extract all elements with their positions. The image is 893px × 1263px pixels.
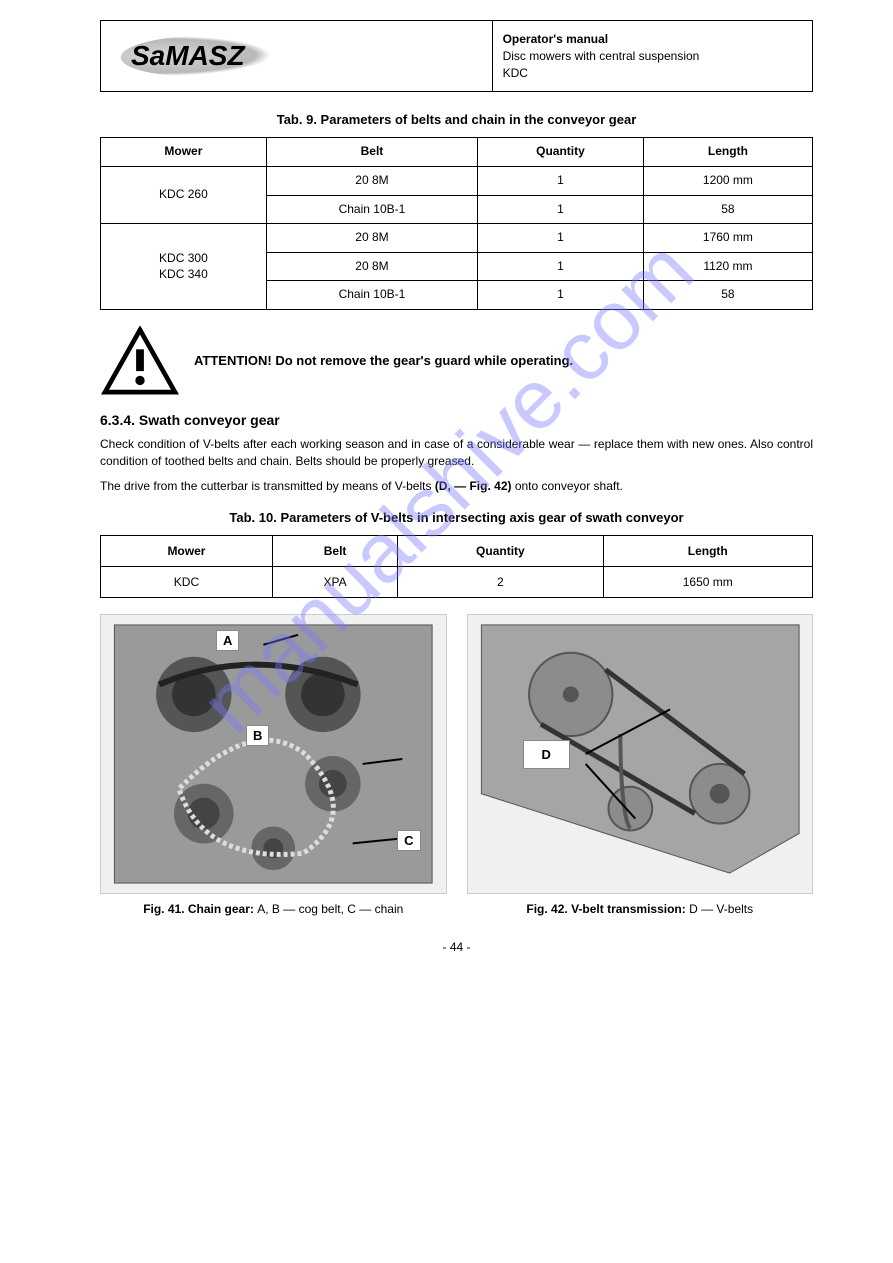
cell-len: 1760 mm	[643, 224, 812, 253]
col-len: Length	[603, 536, 813, 567]
cell-qty: 1	[478, 224, 644, 253]
cell-mower: KDC 260	[101, 166, 267, 223]
warning-text: ATTENTION! Do not remove the gear's guar…	[194, 352, 573, 370]
cell-len: 1200 mm	[643, 166, 812, 195]
label-b: B	[246, 725, 269, 746]
label-d: D	[523, 740, 570, 769]
text-span: The drive from the cutterbar is transmit…	[100, 479, 435, 493]
table-row: KDC 300 KDC 340 20 8M 1 1760 mm	[101, 224, 813, 253]
logo: SaMASZ	[111, 31, 482, 81]
cell-belt: 20 8M	[266, 252, 477, 281]
section-heading: 6.3.4. Swath conveyor gear	[100, 412, 813, 428]
warning-icon	[100, 326, 180, 396]
figure-42-image: D	[467, 614, 814, 894]
header-table: SaMASZ Operator's manual Disc mowers wit…	[100, 20, 813, 92]
cell-belt: 20 8M	[266, 224, 477, 253]
cell-qty: 1	[478, 252, 644, 281]
caption-text: A, B — cog belt, C — chain	[257, 902, 403, 916]
header-logo-cell: SaMASZ	[101, 21, 493, 92]
caption-label: V-belt transmission:	[571, 902, 689, 916]
col-qty: Quantity	[478, 138, 644, 167]
cell-len: 58	[643, 195, 812, 224]
vbelt-diagram	[468, 615, 813, 893]
table-row: Mower Belt Quantity Length	[101, 536, 813, 567]
table1: Mower Belt Quantity Length KDC 260 20 8M…	[100, 137, 813, 310]
table-row: Mower Belt Quantity Length	[101, 138, 813, 167]
figure-41-caption: Fig. 41. Chain gear: A, B — cog belt, C …	[100, 902, 447, 916]
page-number: - 44 -	[100, 940, 813, 954]
table2: Mower Belt Quantity Length KDC XPA 2 165…	[100, 535, 813, 598]
table1-title: Tab. 9. Parameters of belts and chain in…	[100, 112, 813, 127]
cell-belt: Chain 10B-1	[266, 195, 477, 224]
paragraph: Check condition of V-belts after each wo…	[100, 436, 813, 470]
col-mower: Mower	[101, 536, 273, 567]
figure-42: D Fig. 42. V-belt transmission: D — V-be…	[467, 614, 814, 916]
warning-box: ATTENTION! Do not remove the gear's guar…	[100, 326, 813, 396]
figure-41-image: A B C	[100, 614, 447, 894]
caption-text: D — V-belts	[689, 902, 753, 916]
cell-mower: KDC 300 KDC 340	[101, 224, 267, 310]
caption-label: Chain gear:	[188, 902, 257, 916]
table-row: KDC XPA 2 1650 mm	[101, 567, 813, 598]
cell-qty: 2	[398, 567, 603, 598]
doc-type: Operator's manual	[503, 31, 802, 48]
col-belt: Belt	[266, 138, 477, 167]
cell-belt: Chain 10B-1	[266, 281, 477, 310]
logo-text: SaMASZ	[111, 40, 245, 72]
fig-ref: (D, — Fig. 42)	[435, 479, 512, 493]
chain-gear-diagram	[101, 615, 446, 893]
cell-qty: 1	[478, 166, 644, 195]
col-len: Length	[643, 138, 812, 167]
cell-qty: 1	[478, 281, 644, 310]
col-mower: Mower	[101, 138, 267, 167]
cell-mower: KDC	[101, 567, 273, 598]
models: KDC	[503, 65, 802, 82]
figure-42-caption: Fig. 42. V-belt transmission: D — V-belt…	[467, 902, 814, 916]
text-span: onto conveyor shaft.	[511, 479, 622, 493]
page-container: SaMASZ Operator's manual Disc mowers wit…	[0, 0, 893, 974]
cell-belt: 20 8M	[266, 166, 477, 195]
figure-41: A B C Fig. 41. Chain gear: A, B — cog be…	[100, 614, 447, 916]
label-c: C	[397, 830, 420, 851]
paragraph: The drive from the cutterbar is transmit…	[100, 478, 813, 495]
label-a: A	[216, 630, 239, 651]
cell-len: 1650 mm	[603, 567, 813, 598]
cell-belt: XPA	[272, 567, 397, 598]
cell-qty: 1	[478, 195, 644, 224]
caption-number: Fig. 41.	[143, 902, 184, 916]
col-qty: Quantity	[398, 536, 603, 567]
table2-title: Tab. 10. Parameters of V-belts in inters…	[100, 510, 813, 525]
cell-len: 1120 mm	[643, 252, 812, 281]
caption-number: Fig. 42.	[526, 902, 567, 916]
table-row: KDC 260 20 8M 1 1200 mm	[101, 166, 813, 195]
cell-len: 58	[643, 281, 812, 310]
col-belt: Belt	[272, 536, 397, 567]
figures-row: A B C Fig. 41. Chain gear: A, B — cog be…	[100, 614, 813, 916]
header-info-cell: Operator's manual Disc mowers with centr…	[492, 21, 812, 92]
product-line: Disc mowers with central suspension	[503, 48, 802, 65]
